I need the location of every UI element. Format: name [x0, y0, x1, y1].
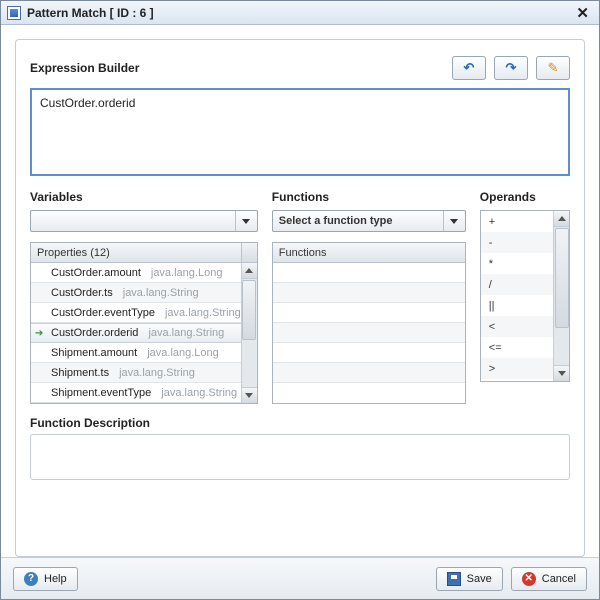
close-icon[interactable]: ✕ [572, 4, 593, 22]
operands-list: +-*/||<<=> [480, 210, 570, 382]
variables-header-text: Properties (12) [37, 247, 110, 259]
variables-combo[interactable] [30, 210, 258, 232]
help-button[interactable]: ? Help [13, 567, 78, 591]
save-label: Save [467, 573, 492, 585]
operand-item[interactable]: / [481, 274, 553, 295]
property-name: Shipment.amount [51, 347, 137, 359]
cancel-icon: ✕ [522, 572, 536, 586]
operand-item[interactable]: + [481, 211, 553, 232]
functions-grid: Functions [272, 242, 466, 404]
functions-column: Functions Select a function type Functio… [272, 190, 466, 404]
function-row[interactable] [273, 303, 465, 323]
header-scroll-cap [241, 243, 257, 262]
property-row[interactable]: Shipment.eventType java.lang.String [31, 383, 241, 403]
operand-item[interactable]: - [481, 232, 553, 253]
property-type: java.lang.Long [147, 347, 219, 359]
expression-textarea[interactable]: CustOrder.orderid [30, 88, 570, 176]
property-row[interactable]: CustOrder.amount java.lang.Long [31, 263, 241, 283]
operand-item[interactable]: <= [481, 337, 553, 358]
variables-grid-body: CustOrder.amountjava.lang.LongCustOrder.… [31, 263, 257, 403]
property-type: java.lang.String [123, 287, 199, 299]
variables-label: Variables [30, 190, 258, 204]
main-panel: Expression Builder ↶ ↷ ✎ CustOrder.order… [15, 39, 585, 557]
app-icon [7, 6, 21, 20]
property-row[interactable]: Shipment.amount java.lang.Long [31, 343, 241, 363]
operand-item[interactable]: < [481, 316, 553, 337]
function-row[interactable] [273, 323, 465, 343]
variables-grid: Properties (12) CustOrder.amount java.lan… [30, 242, 258, 404]
help-icon: ? [24, 572, 38, 586]
expression-builder-label: Expression Builder [30, 61, 139, 75]
help-label: Help [44, 573, 67, 585]
scroll-thumb[interactable] [242, 280, 256, 340]
property-type: java.lang.String [148, 327, 224, 339]
scroll-up-icon[interactable] [554, 211, 569, 227]
expression-text: CustOrder.orderid [40, 96, 135, 110]
save-button[interactable]: Save [436, 567, 503, 591]
property-type: java.lang.String [165, 307, 241, 319]
dialog-body: Expression Builder ↶ ↷ ✎ CustOrder.order… [1, 25, 599, 557]
variables-scrollbar[interactable] [241, 263, 257, 403]
function-description-box [30, 434, 570, 480]
property-row[interactable]: CustOrder.ts java.lang.String [31, 283, 241, 303]
property-name: CustOrder.ts [51, 287, 113, 299]
chevron-down-icon [443, 211, 465, 231]
cancel-label: Cancel [542, 573, 576, 585]
function-description-label: Function Description [30, 416, 570, 430]
operand-item[interactable]: * [481, 253, 553, 274]
operands-column: Operands +-*/||<<=> [480, 190, 570, 404]
property-row[interactable]: CustOrder.eventType java.lang.String [31, 303, 241, 323]
function-row[interactable] [273, 343, 465, 363]
functions-label: Functions [272, 190, 466, 204]
window-title: Pattern Match [ ID : 6 ] [27, 6, 154, 20]
undo-button[interactable]: ↶ [452, 56, 486, 80]
save-icon [447, 572, 461, 586]
function-row[interactable] [273, 283, 465, 303]
functions-combo[interactable]: Select a function type [272, 210, 466, 232]
dialog-footer: ? Help Save ✕ Cancel [1, 557, 599, 599]
property-name: CustOrder.amount [51, 267, 141, 279]
operand-item[interactable]: || [481, 295, 553, 316]
dialog-window: Pattern Match [ ID : 6 ] ✕ Expression Bu… [0, 0, 600, 600]
scroll-up-icon[interactable] [242, 263, 257, 279]
property-type: java.lang.Long [151, 267, 223, 279]
scroll-down-icon[interactable] [554, 365, 569, 381]
property-type: java.lang.String [119, 367, 195, 379]
cancel-button[interactable]: ✕ Cancel [511, 567, 587, 591]
function-row[interactable] [273, 363, 465, 383]
scroll-thumb[interactable] [555, 228, 569, 328]
variables-column: Variables Properties (12) CustOrder.amou… [30, 190, 258, 404]
property-name: CustOrder.orderid [51, 327, 138, 339]
property-name: CustOrder.eventType [51, 307, 155, 319]
operand-item[interactable]: > [481, 358, 553, 379]
property-name: Shipment.eventType [51, 387, 151, 399]
functions-grid-body [273, 263, 465, 403]
edit-button[interactable]: ✎ [536, 56, 570, 80]
property-name: Shipment.ts [51, 367, 109, 379]
functions-header-text: Functions [279, 247, 327, 259]
scroll-down-icon[interactable] [242, 387, 257, 403]
function-row[interactable] [273, 263, 465, 283]
expression-header-row: Expression Builder ↶ ↷ ✎ [30, 54, 570, 82]
redo-icon: ↷ [506, 60, 517, 76]
functions-grid-header[interactable]: Functions [273, 243, 465, 263]
titlebar[interactable]: Pattern Match [ ID : 6 ] ✕ [1, 1, 599, 25]
operands-scrollbar[interactable] [553, 211, 569, 381]
redo-button[interactable]: ↷ [494, 56, 528, 80]
property-row[interactable]: Shipment.ts java.lang.String [31, 363, 241, 383]
variables-grid-header[interactable]: Properties (12) [31, 243, 257, 263]
undo-icon: ↶ [464, 60, 475, 76]
pencil-icon: ✎ [548, 60, 559, 76]
columns-row: Variables Properties (12) CustOrder.amou… [30, 190, 570, 404]
operands-label: Operands [480, 190, 570, 204]
functions-combo-value: Select a function type [279, 215, 393, 227]
property-row[interactable]: CustOrder.orderid java.lang.String [31, 323, 241, 343]
chevron-down-icon [235, 211, 257, 231]
property-type: java.lang.String [161, 387, 237, 399]
